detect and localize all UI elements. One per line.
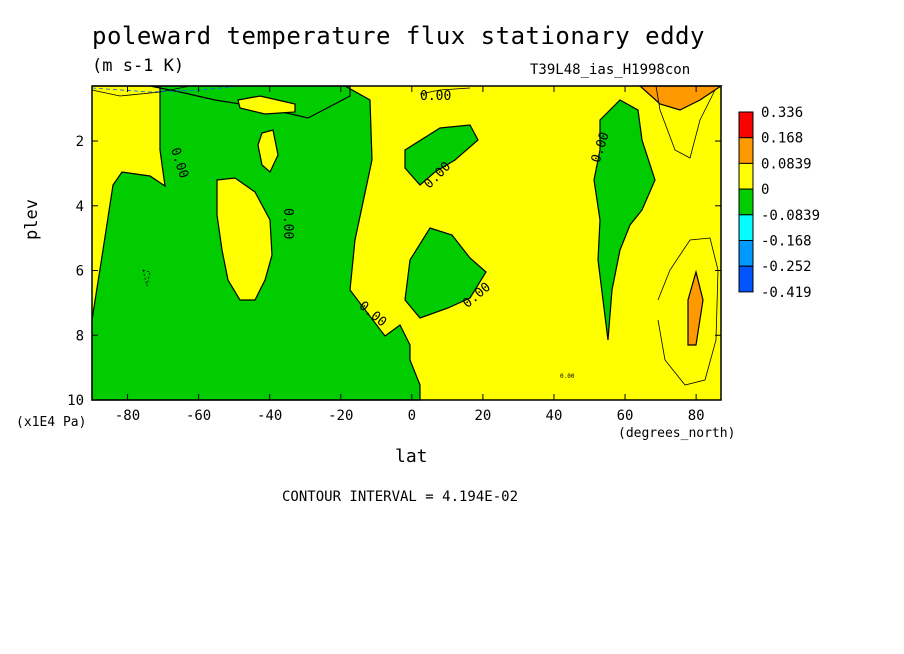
strong-positive-mid <box>687 269 704 346</box>
y-axis-label: plev <box>22 199 42 240</box>
legend-level-label: 0.336 <box>761 105 803 121</box>
x-tick-label: 80 <box>688 408 705 424</box>
contour-label: 0.00 <box>560 373 575 380</box>
plot-area <box>91 85 723 401</box>
contour-line-top <box>91 85 471 97</box>
legend-swatch <box>738 214 754 242</box>
contour-label: 0.00 <box>280 208 295 239</box>
x-axis-unit: (degrees_north) <box>618 426 736 441</box>
color-legend: 0.336 0.168 0.0839 0 -0.0839 -0.168 -0.252 -0.4… <box>738 105 820 301</box>
dashed-contour-small <box>142 269 151 287</box>
negative-region-tropics-mid <box>404 227 487 319</box>
contour-interval: CONTOUR INTERVAL = 4.194E-02 <box>282 489 519 505</box>
positive-region-south-hemisphere <box>216 177 273 301</box>
legend-swatch <box>738 188 754 216</box>
positive-region-small <box>257 129 279 173</box>
contour-label: 0.00 <box>420 89 451 104</box>
x-tick-label: -40 <box>257 408 282 424</box>
x-tick-label: 60 <box>617 408 634 424</box>
y-tick-label: 4 <box>76 199 84 215</box>
legend-swatch <box>738 240 754 267</box>
y-tick-label: 8 <box>76 328 84 344</box>
x-tick-label: -20 <box>328 408 353 424</box>
legend-level-label: -0.252 <box>761 259 812 275</box>
y-tick-label: 10 <box>67 393 84 409</box>
negative-region-north <box>593 99 656 341</box>
y-axis: 2 4 6 8 10 <box>67 134 721 409</box>
x-axis-label: lat <box>395 446 428 467</box>
y-tick-label: 2 <box>76 134 84 150</box>
legend-swatch <box>738 162 754 190</box>
legend-level-label: 0.0839 <box>761 156 812 172</box>
positive-region-top-edge <box>237 95 296 115</box>
x-tick-label: -80 <box>115 408 140 424</box>
y-axis-unit: (x1E4 Pa) <box>16 415 87 430</box>
x-tick-label: 20 <box>474 408 491 424</box>
x-tick-label: 0 <box>408 408 416 424</box>
legend-swatch <box>738 137 754 164</box>
legend-level-label: -0.0839 <box>761 208 820 224</box>
x-axis: -80 -60 -40 -20 0 20 40 60 80 <box>115 86 705 424</box>
chart-title: poleward temperature flux stationary edd… <box>92 22 705 50</box>
dashed-contour-top <box>91 85 241 93</box>
legend-level-label: -0.419 <box>761 285 812 301</box>
legend-level-label: 0.168 <box>761 131 803 147</box>
chart-units: (m s-1 K) <box>92 56 185 76</box>
x-tick-label: 40 <box>546 408 563 424</box>
plot-frame <box>91 85 722 401</box>
x-tick-label: -60 <box>186 408 211 424</box>
legend-level-label: -0.168 <box>761 234 812 250</box>
legend-swatch <box>738 111 754 139</box>
legend-level-label: 0 <box>761 182 769 198</box>
run-name: T39L48_ias_H1998con <box>530 62 691 78</box>
contour-line-north <box>655 85 719 386</box>
legend-swatch <box>738 265 754 293</box>
negative-region-tropics-upper <box>404 124 479 186</box>
y-tick-label: 6 <box>76 264 84 280</box>
